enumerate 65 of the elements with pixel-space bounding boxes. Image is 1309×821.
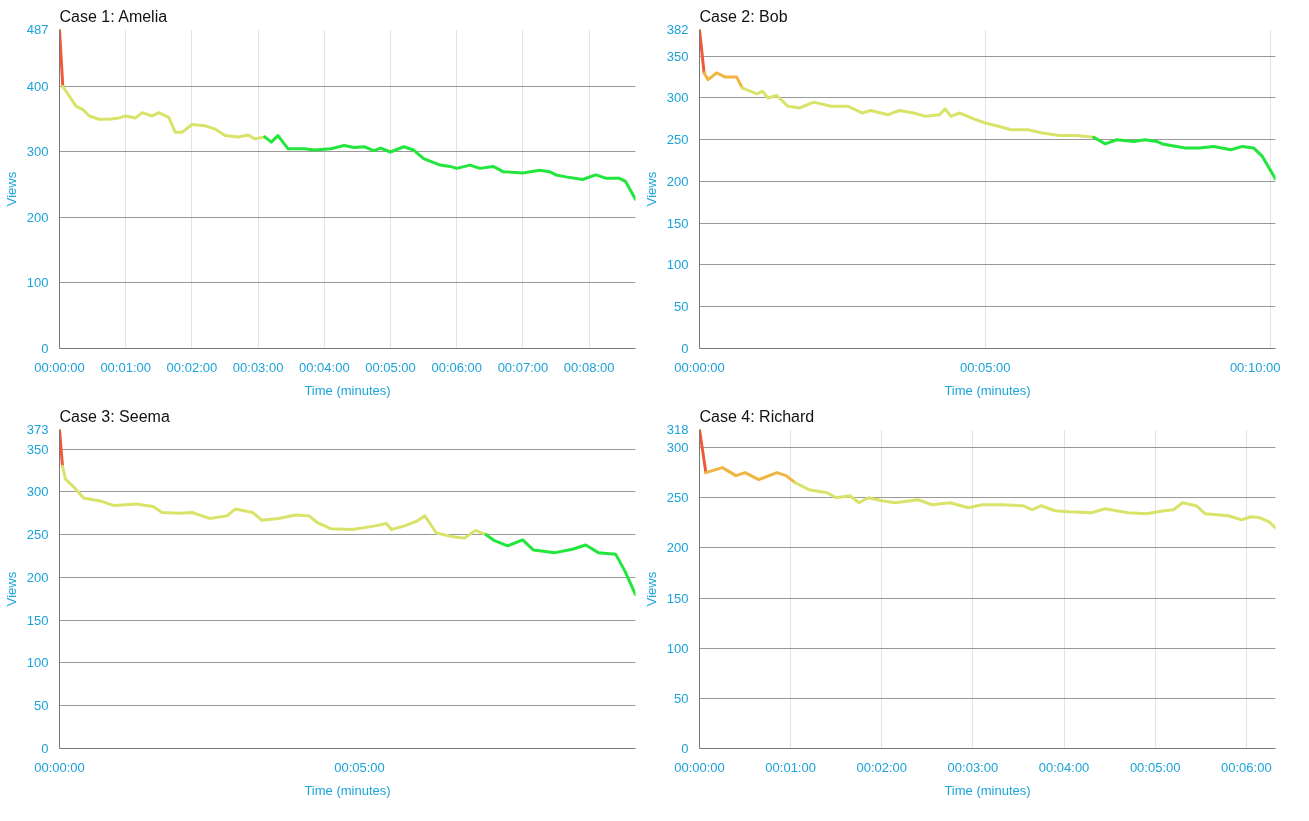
x-tick-label: 00:05:00 bbox=[365, 359, 416, 375]
y-tick-label: 200 bbox=[26, 569, 49, 585]
y-tick-label: 250 bbox=[26, 527, 49, 543]
y-tick-label: 50 bbox=[674, 690, 689, 706]
y-tick-label: 382 bbox=[666, 22, 689, 37]
y-tick-label: 50 bbox=[674, 299, 689, 315]
y-axis-title: Views bbox=[643, 171, 659, 207]
y-tick-label: 200 bbox=[666, 540, 689, 556]
y-tick-label: 350 bbox=[666, 48, 689, 64]
y-tick-label: 300 bbox=[666, 90, 689, 106]
x-tick-label: 00:10:00 bbox=[1229, 359, 1281, 375]
x-axis-title: Time (minutes) bbox=[304, 782, 391, 798]
x-axis-title: Time (minutes) bbox=[944, 382, 1031, 398]
x-tick-label: 00:00:00 bbox=[674, 359, 725, 375]
y-axis-title: Views bbox=[3, 571, 19, 607]
x-tick-label: 00:05:00 bbox=[959, 359, 1011, 375]
y-tick-label: 0 bbox=[681, 341, 689, 356]
x-tick-label: 00:06:00 bbox=[1221, 759, 1272, 775]
y-tick-label: 0 bbox=[41, 741, 49, 756]
y-tick-label: 373 bbox=[26, 422, 49, 437]
x-tick-label: 00:06:00 bbox=[431, 359, 483, 375]
y-tick-label: 250 bbox=[666, 132, 689, 148]
x-tick-label: 00:00:00 bbox=[34, 359, 85, 375]
y-tick-label: 150 bbox=[666, 590, 689, 606]
chart-title: Case 1: Amelia bbox=[59, 7, 168, 25]
y-tick-label: 300 bbox=[666, 440, 689, 456]
x-tick-label: 00:07:00 bbox=[497, 359, 549, 375]
y-tick-label: 0 bbox=[681, 741, 689, 756]
y-tick-label: 100 bbox=[26, 275, 49, 291]
chart-title: Case 4: Richard bbox=[699, 407, 815, 425]
x-tick-label: 00:08:00 bbox=[563, 359, 615, 375]
x-tick-label: 00:05:00 bbox=[334, 759, 385, 775]
y-tick-label: 100 bbox=[26, 655, 49, 671]
y-axis-title: Views bbox=[3, 171, 19, 207]
y-tick-label: 487 bbox=[26, 22, 49, 37]
x-tick-label: 00:04:00 bbox=[299, 359, 350, 375]
y-tick-label: 318 bbox=[666, 422, 689, 437]
y-tick-label: 300 bbox=[26, 144, 49, 160]
x-tick-label: 00:03:00 bbox=[947, 759, 999, 775]
x-axis-title: Time (minutes) bbox=[944, 782, 1031, 798]
x-tick-label: 00:04:00 bbox=[1038, 759, 1090, 775]
y-tick-label: 200 bbox=[26, 209, 49, 225]
x-tick-label: 00:02:00 bbox=[166, 359, 218, 375]
x-tick-label: 00:02:00 bbox=[856, 759, 908, 775]
y-tick-label: 200 bbox=[666, 173, 689, 189]
y-tick-label: 150 bbox=[666, 215, 689, 231]
y-tick-label: 100 bbox=[666, 257, 689, 273]
x-tick-label: 00:05:00 bbox=[1129, 759, 1181, 775]
y-tick-label: 300 bbox=[26, 484, 49, 500]
x-tick-label: 00:00:00 bbox=[674, 759, 725, 775]
x-tick-label: 00:03:00 bbox=[232, 359, 284, 375]
y-axis-title: Views bbox=[643, 571, 659, 607]
chart-title: Case 2: Bob bbox=[699, 7, 788, 25]
y-tick-label: 250 bbox=[666, 490, 689, 506]
x-tick-label: 00:01:00 bbox=[100, 359, 152, 375]
x-axis-title: Time (minutes) bbox=[304, 382, 391, 398]
y-tick-label: 400 bbox=[26, 78, 49, 94]
y-tick-label: 150 bbox=[26, 612, 49, 628]
x-tick-label: 00:01:00 bbox=[765, 759, 816, 775]
y-tick-label: 350 bbox=[26, 441, 49, 457]
x-tick-label: 00:00:00 bbox=[34, 759, 85, 775]
chart-title: Case 3: Seema bbox=[59, 407, 170, 425]
y-tick-label: 100 bbox=[666, 640, 689, 656]
y-tick-label: 50 bbox=[34, 698, 49, 714]
y-tick-label: 0 bbox=[41, 341, 49, 356]
